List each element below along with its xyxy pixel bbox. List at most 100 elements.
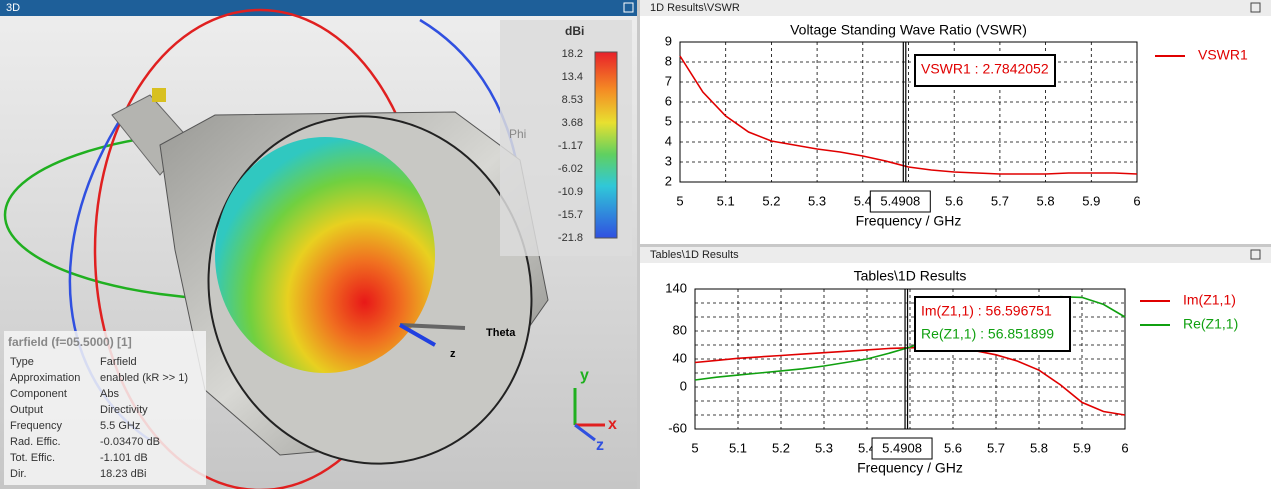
marker-label-box bbox=[871, 437, 933, 460]
x-tick-label: 5.1 bbox=[717, 193, 735, 208]
x-axis-label: Frequency / GHz bbox=[857, 460, 963, 476]
z-arrow bbox=[399, 323, 436, 347]
maximize-button[interactable] bbox=[1250, 2, 1261, 13]
info-value: -0.03470 dB bbox=[100, 436, 160, 448]
plot-frame bbox=[694, 288, 1126, 430]
panel-title: 1D Results\VSWR bbox=[650, 2, 740, 14]
x-tick-label: 5.4 bbox=[858, 440, 876, 455]
y-tick-label: 40 bbox=[673, 350, 687, 365]
info-key: Rad. Effic. bbox=[10, 436, 61, 448]
info-box bbox=[4, 331, 206, 485]
x-tick-label: 5.2 bbox=[772, 440, 790, 455]
panel-title: 3D bbox=[6, 2, 20, 14]
x-tick-label: 5.3 bbox=[808, 193, 826, 208]
x-tick-label: 5 bbox=[691, 440, 698, 455]
legend-label: Re(Z1,1) bbox=[1183, 316, 1238, 332]
info-value: Farfield bbox=[100, 356, 137, 368]
panel bbox=[640, 0, 1271, 242]
y-tick-label: 2 bbox=[665, 173, 672, 188]
annotation-box bbox=[914, 54, 1056, 87]
y-tick-label: 9 bbox=[665, 33, 672, 48]
chart-title: Tables\1D Results bbox=[854, 268, 967, 284]
colorbar-tick-label: 18.2 bbox=[562, 48, 583, 60]
x-tick-label: 5.7 bbox=[987, 440, 1005, 455]
info-value: Abs bbox=[100, 388, 119, 400]
panel-titlebar bbox=[640, 247, 1271, 263]
splitter[interactable] bbox=[640, 244, 1271, 247]
colorbar bbox=[594, 51, 618, 239]
x-tick-label: 5.9 bbox=[1073, 440, 1091, 455]
y-tick-label: 3 bbox=[665, 153, 672, 168]
theta-label: Theta bbox=[486, 327, 516, 339]
x-axis-label: Frequency / GHz bbox=[856, 213, 962, 229]
marker-label: 5.4908 bbox=[880, 193, 920, 208]
marker-label-box bbox=[869, 190, 931, 213]
colorbar-tick-label: 13.4 bbox=[562, 71, 583, 83]
colorbar-tick-label: 3.68 bbox=[562, 117, 583, 129]
colorbar-tick-label: -1.17 bbox=[558, 140, 583, 152]
colorbar-tick-label: -6.02 bbox=[558, 163, 583, 175]
info-value: enabled (kR >> 1) bbox=[100, 372, 188, 384]
colorbar-tick-label: -15.7 bbox=[558, 209, 583, 221]
x-tick-label: 5 bbox=[676, 193, 683, 208]
series-line bbox=[679, 55, 1138, 175]
x-tick-label: 5.9 bbox=[1082, 193, 1100, 208]
axis-triad bbox=[573, 388, 605, 442]
y-tick-label: 8 bbox=[665, 53, 672, 68]
info-value: Directivity bbox=[100, 404, 148, 416]
x-tick-label: 5.7 bbox=[991, 193, 1009, 208]
info-key: Approximation bbox=[10, 372, 80, 384]
info-key: Dir. bbox=[10, 468, 27, 480]
colorbar-unit: dBi bbox=[565, 24, 584, 38]
panel bbox=[640, 247, 1271, 489]
y-tick-label: 80 bbox=[673, 322, 687, 337]
info-key: Tot. Effic. bbox=[10, 452, 55, 464]
splitter[interactable] bbox=[637, 0, 640, 489]
model bbox=[3, 8, 549, 492]
x-tick-label: 5.8 bbox=[1037, 193, 1055, 208]
x-tick-label: 5.8 bbox=[1030, 440, 1048, 455]
info-key: Output bbox=[10, 404, 43, 416]
y-tick-label: -60 bbox=[668, 420, 687, 435]
connector bbox=[152, 88, 166, 102]
x-tick-label: 5.4 bbox=[854, 193, 872, 208]
legend-label: Im(Z1,1) bbox=[1183, 292, 1236, 308]
x-tick-label: 5.6 bbox=[945, 193, 963, 208]
x-tick-label: 5.3 bbox=[815, 440, 833, 455]
axis-x-label: x bbox=[608, 416, 617, 433]
info-key: Type bbox=[10, 356, 34, 368]
info-value: -1.101 dB bbox=[100, 452, 148, 464]
info-value: 5.5 GHz bbox=[100, 420, 140, 432]
chart-title: Voltage Standing Wave Ratio (VSWR) bbox=[790, 22, 1027, 38]
y-tick-label: 140 bbox=[665, 280, 687, 295]
x-tick-label: 5.2 bbox=[762, 193, 780, 208]
info-key: Component bbox=[10, 388, 67, 400]
panel-titlebar bbox=[0, 0, 637, 16]
x-tick-label: 5.6 bbox=[944, 440, 962, 455]
annotation: Re(Z1,1) : 56.851899 bbox=[921, 326, 1054, 342]
y-tick-label: 5 bbox=[665, 113, 672, 128]
annotation: VSWR1 : 2.7842052 bbox=[921, 61, 1049, 77]
y-tick-label: 7 bbox=[665, 73, 672, 88]
x-tick-label: 5.1 bbox=[729, 440, 747, 455]
marker-label: 5.4908 bbox=[882, 440, 922, 455]
info-value: 18.23 dBi bbox=[100, 468, 146, 480]
colorbar-tick-label: -21.8 bbox=[558, 232, 583, 244]
farfield-pattern bbox=[215, 137, 435, 373]
y-tick-label: 4 bbox=[665, 133, 672, 148]
y-tick-label: 6 bbox=[665, 93, 672, 108]
maximize-button[interactable] bbox=[623, 2, 634, 13]
phi-label: Phi bbox=[509, 127, 526, 141]
z-label: z bbox=[450, 348, 456, 360]
panel-title: Tables\1D Results bbox=[650, 249, 739, 261]
maximize-button[interactable] bbox=[1250, 249, 1261, 260]
theta-arrow bbox=[399, 323, 466, 330]
colorbar-tick-label: -10.9 bbox=[558, 186, 583, 198]
x-tick-label: 6 bbox=[1133, 193, 1140, 208]
axis-z-label: z bbox=[596, 437, 604, 454]
info-key: Frequency bbox=[10, 420, 62, 432]
colorbar-tick-label: 8.53 bbox=[562, 94, 583, 106]
axis-y-label: y bbox=[580, 367, 589, 384]
x-tick-label: 6 bbox=[1121, 440, 1128, 455]
info-title: farfield (f=05.5000) [1] bbox=[8, 335, 132, 349]
